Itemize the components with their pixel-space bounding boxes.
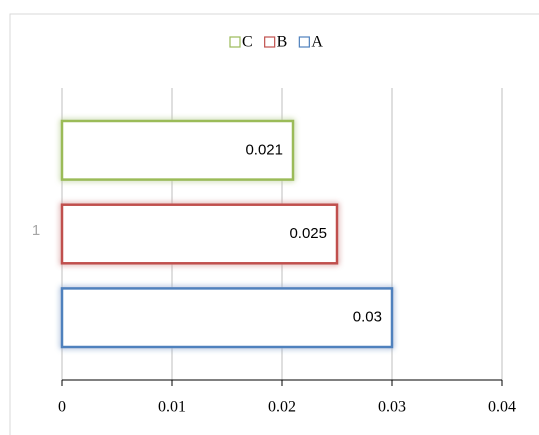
legend-label: A bbox=[311, 34, 323, 51]
y-tick-label: 1 bbox=[32, 222, 40, 239]
bar bbox=[60, 119, 295, 181]
x-tick-label: 0.01 bbox=[158, 399, 186, 416]
bar bbox=[60, 287, 394, 349]
data-label: 0.025 bbox=[289, 225, 327, 242]
data-label: 0.021 bbox=[245, 141, 283, 158]
x-tick-label: 0 bbox=[58, 399, 66, 416]
x-tick-label: 0.02 bbox=[268, 399, 296, 416]
legend-label: B bbox=[277, 34, 288, 51]
legend-label: C bbox=[242, 34, 253, 51]
legend-swatch bbox=[264, 36, 276, 48]
data-label: 0.03 bbox=[353, 309, 382, 326]
x-tick-label: 0.03 bbox=[378, 399, 406, 416]
legend-swatch bbox=[298, 36, 310, 48]
legend-swatch bbox=[229, 36, 241, 48]
x-tick-label: 0.04 bbox=[488, 399, 516, 416]
bar bbox=[60, 203, 339, 265]
